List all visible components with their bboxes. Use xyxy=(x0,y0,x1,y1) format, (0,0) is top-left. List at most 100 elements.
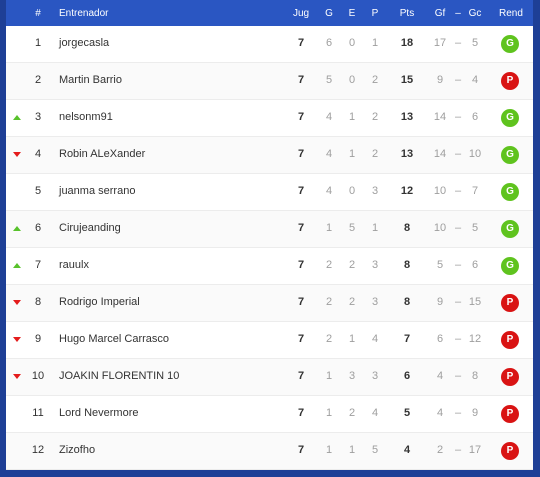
position-cell: 5 xyxy=(34,185,42,197)
header-played[interactable]: Jug xyxy=(292,8,310,19)
trend-down-icon xyxy=(13,300,21,305)
played-cell: 7 xyxy=(297,259,305,271)
played-cell: 7 xyxy=(297,111,305,123)
form-win-badge: G xyxy=(501,35,519,53)
won-cell: 1 xyxy=(325,370,333,382)
goals-for-cell: 9 xyxy=(436,296,444,308)
lost-cell: 1 xyxy=(371,222,379,234)
goals-separator: – xyxy=(454,111,462,123)
form-win-badge: G xyxy=(501,183,519,201)
header-points[interactable]: Pts xyxy=(399,8,415,19)
header-won[interactable]: G xyxy=(325,8,333,19)
won-cell: 4 xyxy=(325,148,333,160)
coach-name[interactable]: nelsonm91 xyxy=(59,111,113,123)
position-cell: 8 xyxy=(34,296,42,308)
goals-against-cell: 8 xyxy=(471,370,479,382)
table-row[interactable]: 7 rauulx 7 2 2 3 8 5–6 G xyxy=(6,248,533,285)
coach-name[interactable]: jorgecasla xyxy=(59,37,110,49)
coach-name[interactable]: Lord Nevermore xyxy=(59,407,139,419)
won-cell: 4 xyxy=(325,111,333,123)
table-row[interactable]: 6 Cirujeanding 7 1 5 1 8 10–5 G xyxy=(6,211,533,248)
goals-separator: – xyxy=(454,185,462,197)
header-position[interactable]: # xyxy=(35,8,41,19)
won-cell: 6 xyxy=(325,37,333,49)
goals-for-cell: 4 xyxy=(436,370,444,382)
coach-name[interactable]: Martin Barrio xyxy=(59,74,122,86)
goals-separator: – xyxy=(454,74,462,86)
played-cell: 7 xyxy=(297,407,305,419)
header-coach[interactable]: Entrenador xyxy=(59,8,109,19)
table-row[interactable]: 10 JOAKIN FLORENTIN 10 7 1 3 3 6 4–8 P xyxy=(6,359,533,396)
lost-cell: 3 xyxy=(371,185,379,197)
trend-down-icon xyxy=(13,374,21,379)
lost-cell: 3 xyxy=(371,370,379,382)
table-row[interactable]: 4 Robin ALeXander 7 4 1 2 13 14–10 G xyxy=(6,137,533,174)
drawn-cell: 1 xyxy=(348,111,356,123)
goals-against-cell: 4 xyxy=(471,74,479,86)
drawn-cell: 0 xyxy=(348,185,356,197)
drawn-cell: 2 xyxy=(348,296,356,308)
goals-for-cell: 4 xyxy=(436,407,444,419)
header-goals-for[interactable]: Gf xyxy=(434,8,446,19)
goals-against-cell: 9 xyxy=(471,407,479,419)
played-cell: 7 xyxy=(297,370,305,382)
coach-name[interactable]: Cirujeanding xyxy=(59,222,121,234)
header-form[interactable]: Rend xyxy=(499,8,523,19)
coach-name[interactable]: juanma serrano xyxy=(59,185,136,197)
goals-separator: – xyxy=(454,296,462,308)
coach-name[interactable]: Robin ALeXander xyxy=(59,148,146,160)
coach-name[interactable]: Zizofho xyxy=(59,444,96,456)
table-row[interactable]: 11 Lord Nevermore 7 1 2 4 5 4–9 P xyxy=(6,396,533,433)
table-row[interactable]: 5 juanma serrano 7 4 0 3 12 10–7 G xyxy=(6,174,533,211)
position-cell: 11 xyxy=(32,407,44,419)
points-cell: 13 xyxy=(400,111,414,123)
drawn-cell: 1 xyxy=(348,333,356,345)
coach-name[interactable]: JOAKIN FLORENTIN 10 xyxy=(59,370,180,382)
table-row[interactable]: 8 Rodrigo Imperial 7 2 2 3 8 9–15 P xyxy=(6,285,533,322)
table-row[interactable]: 9 Hugo Marcel Carrasco 7 2 1 4 7 6–12 P xyxy=(6,322,533,359)
form-loss-badge: P xyxy=(501,294,519,312)
played-cell: 7 xyxy=(297,185,305,197)
points-cell: 4 xyxy=(403,444,411,456)
goals-against-cell: 12 xyxy=(468,333,482,345)
position-cell: 7 xyxy=(34,259,42,271)
played-cell: 7 xyxy=(297,222,305,234)
trend-up-icon xyxy=(13,115,21,120)
points-cell: 6 xyxy=(403,370,411,382)
coach-name[interactable]: Rodrigo Imperial xyxy=(59,296,140,308)
table-row[interactable]: 1 jorgecasla 7 6 0 1 18 17–5 G xyxy=(6,26,533,63)
goals-separator: – xyxy=(454,333,462,345)
header-lost[interactable]: P xyxy=(371,8,379,19)
position-cell: 10 xyxy=(31,370,45,382)
header-drawn[interactable]: E xyxy=(348,8,356,19)
drawn-cell: 1 xyxy=(348,444,356,456)
coach-name[interactable]: rauulx xyxy=(59,259,89,271)
won-cell: 1 xyxy=(325,407,333,419)
lost-cell: 3 xyxy=(371,296,379,308)
points-cell: 8 xyxy=(403,259,411,271)
header-goals-against[interactable]: Gc xyxy=(468,8,482,19)
goals-against-cell: 17 xyxy=(468,444,482,456)
points-cell: 18 xyxy=(400,37,414,49)
goals-separator: – xyxy=(454,259,462,271)
table-row[interactable]: 12 Zizofho 7 1 1 5 4 2–17 P xyxy=(6,433,533,470)
table-row[interactable]: 2 Martin Barrio 7 5 0 2 15 9–4 P xyxy=(6,63,533,100)
coach-name[interactable]: Hugo Marcel Carrasco xyxy=(59,333,170,345)
standings-table: # Entrenador Jug G E P Pts Gf – Gc Rend … xyxy=(6,0,533,470)
form-win-badge: G xyxy=(501,257,519,275)
goals-against-cell: 7 xyxy=(471,185,479,197)
drawn-cell: 1 xyxy=(348,148,356,160)
lost-cell: 4 xyxy=(371,333,379,345)
goals-for-cell: 10 xyxy=(433,185,447,197)
drawn-cell: 5 xyxy=(348,222,356,234)
points-cell: 12 xyxy=(400,185,414,197)
form-loss-badge: P xyxy=(501,72,519,90)
trend-up-icon xyxy=(13,226,21,231)
goals-against-cell: 6 xyxy=(471,259,479,271)
table-row[interactable]: 3 nelsonm91 7 4 1 2 13 14–6 G xyxy=(6,100,533,137)
played-cell: 7 xyxy=(297,37,305,49)
won-cell: 2 xyxy=(325,296,333,308)
goals-for-cell: 2 xyxy=(436,444,444,456)
won-cell: 4 xyxy=(325,185,333,197)
goals-against-cell: 5 xyxy=(471,222,479,234)
